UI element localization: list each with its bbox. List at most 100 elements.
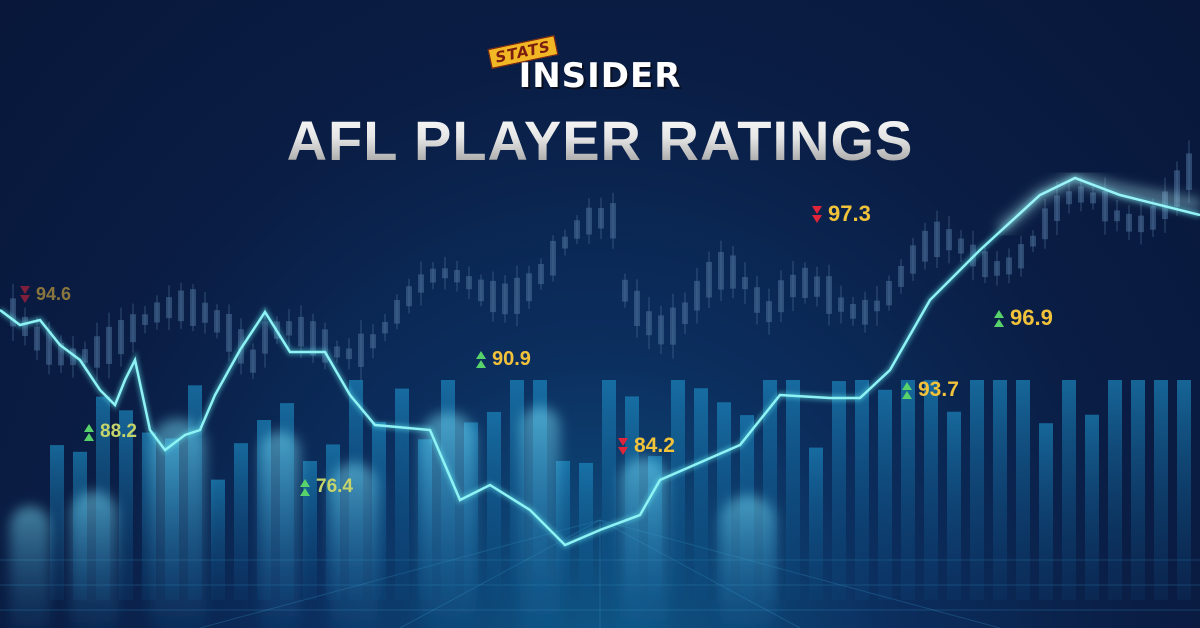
up-arrows-icon — [994, 309, 1004, 327]
bar-column — [234, 443, 248, 600]
candlestick — [994, 251, 1000, 286]
rating-label: 97.3 — [812, 201, 871, 227]
candlestick — [922, 222, 928, 270]
candlestick — [322, 322, 328, 370]
candlestick — [166, 285, 172, 331]
bar-column — [901, 380, 915, 600]
candlestick — [790, 260, 796, 312]
candlestick — [430, 262, 436, 290]
candlestick — [418, 261, 424, 306]
candlestick — [550, 235, 556, 282]
candlestick — [694, 268, 700, 324]
candlestick — [1186, 140, 1192, 203]
blurred-foreground-bars — [10, 406, 776, 628]
candlestick — [442, 257, 448, 290]
candlestick — [646, 297, 652, 350]
candlestick — [310, 313, 316, 363]
bar-column — [579, 462, 593, 600]
rating-label: 94.6 — [20, 284, 71, 305]
bar-column — [993, 380, 1007, 600]
bar-column — [786, 380, 800, 600]
candlestick — [1138, 203, 1144, 245]
candlestick — [94, 322, 100, 382]
up-arrows-icon — [476, 351, 486, 368]
candlestick — [514, 265, 520, 327]
trend-line — [0, 176, 1200, 547]
candlestick — [154, 295, 160, 330]
candlestick — [406, 278, 412, 314]
candlestick — [478, 274, 484, 307]
bar-column — [211, 479, 225, 600]
candlestick — [286, 309, 292, 348]
bar-column — [303, 461, 317, 600]
candlestick — [622, 273, 628, 308]
candlestick — [874, 286, 880, 326]
candlestick — [634, 279, 640, 338]
candlestick — [490, 271, 496, 322]
candlestick — [118, 307, 124, 367]
glow-bar — [70, 491, 118, 628]
stats-insider-logo: STATS INSIDER — [0, 35, 1200, 96]
candlestick — [1090, 186, 1096, 210]
candlestick — [982, 245, 988, 283]
candlestick — [454, 260, 460, 292]
candlestick — [1042, 198, 1048, 249]
candlestick — [682, 292, 688, 335]
candlestick — [934, 210, 940, 269]
candlestick — [850, 296, 856, 326]
candlestick — [838, 285, 844, 324]
bar-column — [671, 380, 685, 600]
bar-column — [970, 380, 984, 600]
candlestick — [802, 262, 808, 304]
trend-line-highlight — [996, 172, 1200, 234]
candlestick — [178, 282, 184, 329]
bar-column — [1154, 380, 1168, 600]
bar-column — [602, 380, 616, 600]
rating-label: 90.9 — [476, 348, 531, 371]
up-arrows-icon — [300, 478, 310, 496]
candlestick — [814, 266, 820, 307]
candlestick — [334, 340, 340, 364]
bar-column — [119, 410, 133, 600]
candlestick — [718, 240, 724, 301]
candlestick — [574, 214, 580, 245]
candlestick — [586, 198, 592, 244]
glow-bar — [420, 412, 476, 628]
candlestick — [214, 304, 220, 339]
down-arrows-icon — [20, 286, 30, 303]
rating-label: 84.2 — [618, 434, 675, 458]
bar-column — [1177, 380, 1191, 600]
candlestick — [658, 305, 664, 354]
candlestick — [1006, 248, 1012, 284]
bar-column — [1085, 414, 1099, 600]
candlestick — [1030, 230, 1036, 253]
glow-bar — [260, 431, 300, 628]
candlestick — [394, 294, 400, 330]
rating-label: 88.2 — [84, 421, 137, 443]
candlestick — [886, 275, 892, 311]
candlestick — [958, 230, 964, 263]
candlestick — [106, 312, 112, 379]
candlestick — [946, 215, 952, 264]
candlestick — [742, 262, 748, 304]
glow-bar — [330, 463, 378, 628]
candlestick — [562, 229, 568, 256]
candlestick — [538, 258, 544, 290]
candlestick — [898, 259, 904, 294]
candlestick — [34, 317, 40, 360]
page-title: AFL PLAYER RATINGS — [0, 108, 1200, 173]
candlestick — [826, 264, 832, 326]
bar-column — [832, 381, 846, 600]
glow-bar — [150, 419, 206, 628]
candlestick — [466, 266, 472, 300]
glow-bar — [720, 495, 776, 628]
candlestick — [910, 237, 916, 282]
candlestick — [346, 338, 352, 370]
rating-label: 93.7 — [902, 378, 959, 402]
candlestick — [358, 320, 364, 381]
candlestick — [250, 343, 256, 379]
bar-column — [855, 380, 869, 600]
up-arrows-icon — [902, 381, 912, 399]
logo-insider-label: INSIDER — [518, 56, 682, 96]
